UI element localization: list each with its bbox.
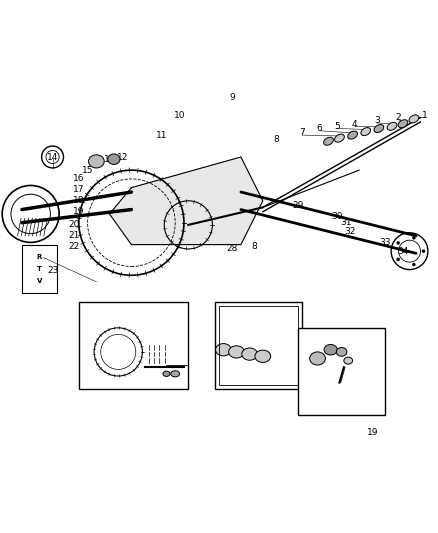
Text: 27: 27: [275, 341, 286, 350]
Text: 12: 12: [117, 152, 128, 161]
Text: 30: 30: [332, 212, 343, 221]
Text: 25: 25: [130, 328, 141, 337]
Text: 11: 11: [156, 131, 168, 140]
Text: 29: 29: [292, 201, 304, 209]
Ellipse shape: [374, 125, 384, 133]
Text: 8: 8: [251, 243, 257, 251]
Text: 9: 9: [229, 93, 235, 102]
Bar: [22, 245, 57, 293]
Ellipse shape: [255, 350, 271, 362]
Text: 20: 20: [69, 220, 80, 229]
Ellipse shape: [324, 137, 333, 146]
Text: 22: 22: [69, 243, 80, 251]
Ellipse shape: [242, 348, 258, 360]
Text: 28: 28: [226, 245, 238, 254]
Ellipse shape: [215, 344, 231, 356]
Text: 14: 14: [47, 152, 58, 161]
Text: 33: 33: [380, 238, 391, 247]
Ellipse shape: [361, 127, 371, 135]
Text: R: R: [37, 254, 42, 260]
Text: 8: 8: [273, 135, 279, 144]
Text: 34: 34: [397, 247, 409, 256]
Text: 21: 21: [69, 231, 80, 240]
Text: 1: 1: [422, 111, 428, 120]
Polygon shape: [110, 157, 263, 245]
Ellipse shape: [108, 154, 120, 165]
Ellipse shape: [324, 344, 337, 355]
Text: 3: 3: [374, 116, 380, 125]
Text: 17: 17: [73, 185, 85, 195]
Ellipse shape: [344, 357, 353, 364]
Text: 15: 15: [82, 166, 93, 175]
Bar: [219, 306, 298, 385]
Ellipse shape: [171, 371, 180, 377]
Bar: [298, 328, 385, 415]
Ellipse shape: [310, 352, 325, 365]
Circle shape: [422, 249, 425, 253]
Text: 19: 19: [73, 207, 85, 216]
Ellipse shape: [348, 131, 357, 139]
Circle shape: [412, 263, 416, 266]
Bar: [215, 302, 302, 389]
Text: 6: 6: [317, 124, 323, 133]
Text: 7: 7: [299, 128, 305, 138]
Text: 2: 2: [396, 113, 401, 122]
Text: 13: 13: [104, 155, 115, 164]
Text: 18: 18: [73, 196, 85, 205]
Ellipse shape: [336, 348, 347, 356]
Text: 24: 24: [91, 328, 102, 337]
Text: 10: 10: [174, 111, 185, 120]
Ellipse shape: [229, 346, 244, 358]
Bar: [79, 302, 188, 389]
Text: 23: 23: [47, 266, 58, 276]
Ellipse shape: [163, 371, 170, 376]
Text: 26: 26: [235, 341, 247, 350]
Circle shape: [412, 236, 416, 240]
Text: 16: 16: [73, 174, 85, 183]
Text: 4: 4: [352, 119, 357, 128]
Ellipse shape: [409, 115, 419, 123]
Ellipse shape: [387, 123, 397, 131]
Text: 19: 19: [367, 429, 378, 438]
Text: 31: 31: [340, 218, 352, 227]
Circle shape: [396, 241, 400, 245]
Text: T: T: [37, 265, 42, 272]
Text: V: V: [37, 278, 42, 284]
Ellipse shape: [398, 120, 408, 128]
Text: 32: 32: [345, 227, 356, 236]
Text: 5: 5: [334, 122, 340, 131]
Ellipse shape: [88, 155, 104, 168]
Circle shape: [396, 257, 400, 261]
Ellipse shape: [335, 134, 344, 142]
